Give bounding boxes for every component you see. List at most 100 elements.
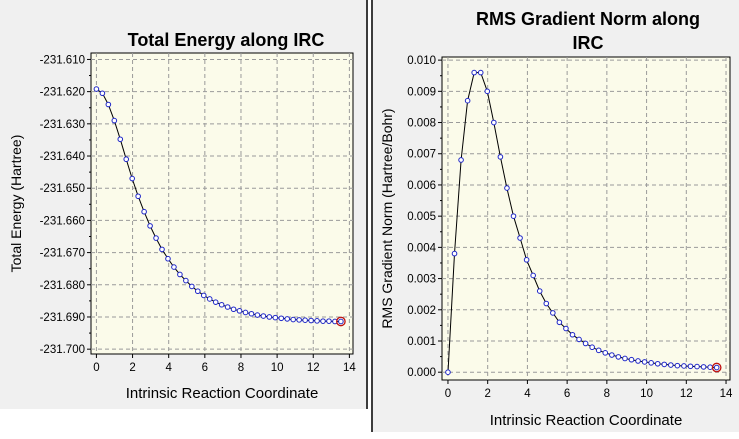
x-tick-label: 4	[524, 388, 531, 400]
data-point	[602, 350, 609, 356]
data-point	[284, 316, 291, 322]
data-point	[254, 312, 261, 318]
current-point-marker	[711, 362, 722, 373]
y-tick-label: -231.700	[40, 344, 85, 356]
data-point	[278, 315, 285, 322]
data-point	[491, 119, 497, 126]
data-point	[484, 88, 491, 95]
data-point	[194, 288, 201, 295]
data-point	[212, 299, 219, 305]
data-point	[302, 317, 308, 323]
y-tick-label: 0.001	[407, 336, 436, 348]
data-point	[687, 363, 694, 370]
y-tick-label: 0.008	[407, 118, 436, 130]
data-point	[296, 317, 302, 323]
data-point	[694, 363, 700, 370]
data-point	[93, 86, 100, 92]
data-point	[236, 308, 243, 314]
data-point	[99, 90, 106, 97]
data-point	[635, 358, 641, 364]
data-point	[248, 310, 255, 317]
data-point	[445, 369, 451, 375]
data-point	[471, 69, 477, 76]
y-tick-label: 0.009	[407, 86, 436, 98]
y-tick-label: 0.010	[407, 55, 436, 67]
data-point	[272, 314, 279, 321]
data-point	[609, 352, 615, 358]
data-point	[314, 318, 320, 324]
x-axis-label: Intrinsic Reaction Coordinate	[126, 385, 319, 402]
panel-divider-right	[371, 0, 373, 432]
data-point	[563, 325, 569, 332]
data-point	[550, 310, 556, 316]
data-point	[230, 306, 237, 313]
data-point	[628, 356, 635, 363]
data-point	[595, 347, 602, 354]
y-tick-label: -231.620	[40, 87, 85, 99]
current-point-marker	[336, 316, 346, 327]
data-point	[648, 360, 654, 366]
x-tick-label: 2	[484, 388, 490, 400]
data-point	[654, 360, 661, 367]
y-tick-label: 0.004	[407, 242, 436, 254]
data-point	[536, 288, 543, 294]
data-point	[260, 313, 267, 319]
data-point	[707, 364, 713, 371]
x-tick-label: 14	[720, 388, 733, 400]
x-tick-label: 14	[343, 362, 356, 374]
y-tick-label: -231.680	[40, 280, 85, 292]
y-axis-label: Total Energy (Hartree)	[8, 135, 24, 273]
data-point	[242, 309, 249, 316]
data-point	[200, 292, 207, 299]
data-point	[165, 255, 171, 262]
data-point	[189, 283, 195, 290]
data-point	[517, 235, 523, 241]
y-tick-label: -231.640	[40, 151, 85, 163]
chart-title: IRC	[573, 33, 604, 53]
data-point	[615, 354, 622, 360]
y-tick-label: -231.660	[40, 215, 85, 227]
x-tick-label: 0	[445, 388, 451, 400]
data-point	[713, 364, 720, 371]
data-point	[569, 331, 576, 338]
x-tick-label: 12	[680, 388, 693, 400]
y-tick-label: 0.003	[407, 274, 436, 286]
y-tick-label: 0.002	[407, 305, 436, 317]
data-point	[123, 156, 130, 163]
y-tick-label: -231.610	[40, 54, 85, 66]
data-point	[206, 296, 213, 302]
x-tick-label: 10	[640, 388, 653, 400]
data-point	[622, 355, 628, 362]
y-tick-label: -231.670	[40, 248, 85, 260]
data-point	[530, 272, 536, 279]
data-point	[171, 264, 177, 270]
y-tick-label: 0.005	[407, 211, 436, 223]
data-point	[700, 364, 707, 370]
x-tick-label: 8	[604, 388, 610, 400]
data-point	[523, 257, 530, 263]
data-point	[504, 185, 510, 191]
data-point	[326, 318, 332, 324]
x-axis-label: Intrinsic Reaction Coordinate	[490, 412, 683, 429]
data-point	[451, 250, 458, 257]
data-point	[117, 136, 124, 143]
x-tick-label: 8	[238, 362, 244, 374]
data-point	[582, 340, 589, 347]
data-point	[177, 271, 183, 278]
x-tick-label: 10	[271, 362, 284, 374]
data-point	[477, 69, 484, 76]
data-point	[668, 362, 674, 368]
y-tick-label: 0.007	[407, 149, 436, 161]
x-tick-label: 0	[93, 362, 99, 374]
data-point	[510, 213, 517, 219]
y-tick-label: -231.650	[40, 183, 85, 195]
x-tick-label: 12	[307, 362, 320, 374]
data-point	[458, 157, 464, 163]
data-point	[661, 361, 668, 368]
data-point	[681, 363, 687, 369]
x-tick-label: 6	[564, 388, 570, 400]
data-point	[183, 277, 189, 284]
data-point	[266, 314, 273, 320]
chart-title: RMS Gradient Norm along	[476, 9, 700, 29]
data-point	[218, 301, 225, 308]
